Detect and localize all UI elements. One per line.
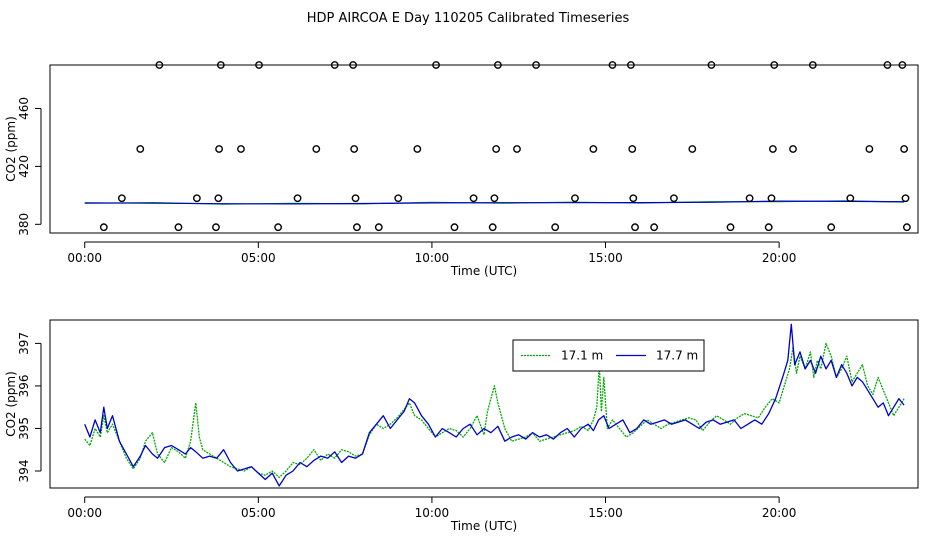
bottom-plot-frame <box>49 319 919 489</box>
legend-label-2: 17.7 m <box>656 349 698 363</box>
calibration-point <box>117 194 126 203</box>
bottom-y-tick-label: 397 <box>17 332 31 355</box>
top-x-tick-label: 05:00 <box>241 251 276 265</box>
bottom-x-tick-label: 15:00 <box>588 506 623 520</box>
calibration-point <box>469 194 478 203</box>
calibration-point <box>413 145 422 153</box>
calibration-point <box>99 223 108 232</box>
calibration-point <box>350 145 359 153</box>
bottom-y-tick-label: 396 <box>17 374 31 397</box>
calibration-point <box>626 61 635 69</box>
calibration-point <box>902 223 911 232</box>
calibration-point <box>571 194 579 203</box>
calibration-point <box>493 61 502 69</box>
top-x-tick-label: 10:00 <box>415 251 450 265</box>
calibration-point <box>532 61 540 69</box>
top-x-tick-label: 20:00 <box>762 251 797 265</box>
calibration-point <box>293 194 302 203</box>
calibration-point <box>255 61 263 69</box>
top-y-tick-label: 460 <box>17 97 31 120</box>
calibration-point <box>349 61 358 69</box>
calibration-point <box>764 223 773 232</box>
top-y-axis-label: CO2 (ppm) <box>4 116 18 182</box>
bottom-x-tick-label: 20:00 <box>762 506 797 520</box>
calibration-point <box>628 145 637 153</box>
calibration-point <box>745 194 754 203</box>
calibration-point <box>650 223 659 232</box>
calibration-point <box>432 61 440 69</box>
calibration-point <box>353 223 361 232</box>
bottom-x-tick-label: 10:00 <box>415 506 450 520</box>
top-baseline-blue <box>84 200 905 205</box>
calibration-point <box>900 145 909 153</box>
bottom-y-tick-label: 394 <box>17 460 31 483</box>
calibration-point <box>394 194 403 203</box>
bottom-y-axis-label: CO2 (ppm) <box>4 371 18 437</box>
calibration-point <box>688 145 697 153</box>
calibration-point <box>216 61 225 69</box>
calibration-point <box>808 61 817 69</box>
calibration-point <box>492 145 501 153</box>
calibration-point <box>789 145 797 153</box>
bottom-x-tick-label: 05:00 <box>241 506 276 520</box>
top-plot-frame <box>49 64 919 234</box>
calibration-point <box>351 194 360 203</box>
calibration-point <box>450 223 459 232</box>
calibration-point <box>631 223 639 232</box>
bottom-x-tick-label: 00:00 <box>67 506 102 520</box>
top-x-tick-label: 15:00 <box>588 251 623 265</box>
legend-label-1: 17.1 m <box>561 349 603 363</box>
calibration-point <box>865 145 874 153</box>
legend <box>512 339 705 372</box>
bottom-y-tick-label: 395 <box>17 417 31 440</box>
top-y-tick-label: 380 <box>17 213 31 236</box>
calibration-point <box>155 61 164 69</box>
calibration-point <box>513 145 521 153</box>
calibration-point <box>827 223 836 232</box>
calibration-point <box>608 61 617 69</box>
bottom-panel-line: 00:00 05:00 10:00 15:00 20:00 Time (UTC) 394 39… <box>4 319 919 533</box>
calibration-point <box>237 145 245 153</box>
top-y-tick-label: 420 <box>17 155 31 178</box>
top-x-axis-label: Time (UTC) <box>450 264 517 278</box>
calibration-point <box>174 223 183 232</box>
calibration-point <box>767 194 776 203</box>
top-x-tick-label: 00:00 <box>67 251 102 265</box>
calibration-point <box>770 61 779 69</box>
calibration-point <box>726 223 735 232</box>
calibration-point <box>551 223 560 232</box>
bottom-x-axis-label: Time (UTC) <box>450 519 517 533</box>
calibration-point <box>374 223 383 232</box>
calibration-point <box>215 145 223 153</box>
top-panel-scatter: 00:00 05:00 10:00 15:00 20:00 Time (UTC) 380 42… <box>4 61 919 278</box>
series-line-2 <box>84 323 905 487</box>
calibration-point <box>274 223 283 232</box>
calibration-point <box>488 223 497 232</box>
calibration-point <box>312 145 321 153</box>
calibration-point <box>670 194 678 203</box>
calibration-point <box>846 194 855 203</box>
calibration-point <box>212 223 220 232</box>
calibration-point <box>589 145 598 153</box>
chart-title: HDP AIRCOA E Day 110205 Calibrated Times… <box>307 11 630 26</box>
calibration-point <box>214 194 223 203</box>
calibration-point <box>192 194 201 203</box>
calibration-point <box>898 61 907 69</box>
calibration-point <box>136 145 145 153</box>
calibration-point <box>768 145 777 153</box>
calibration-point <box>901 194 910 203</box>
calibration-point <box>883 61 892 69</box>
calibration-point <box>707 61 716 69</box>
calibration-point <box>330 61 339 69</box>
calibration-point <box>490 194 499 203</box>
calibration-point <box>629 194 638 203</box>
